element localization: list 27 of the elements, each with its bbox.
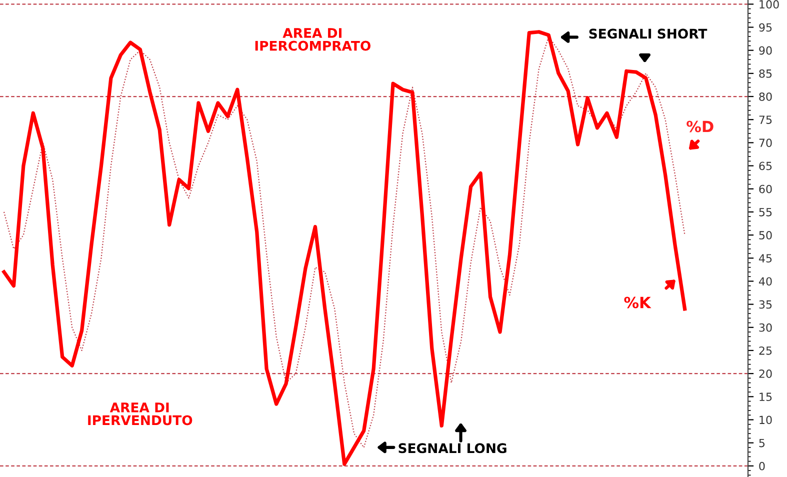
annotation: AREA DI IPERCOMPRATO [255,28,371,51]
y-tick-label: 70 [759,138,772,148]
y-tick-label: 95 [759,23,772,32]
y-tick-label: 60 [759,184,772,194]
y-tick-label: 5 [759,438,765,448]
y-tick-label: 20 [759,370,772,378]
y-tick-label: 85 [759,69,772,78]
y-tick-label: 25 [759,346,772,355]
y-tick-label: 45 [758,254,772,263]
y-tick-label: 50 [759,231,772,240]
y-tick-label: 15 [760,392,772,402]
y-tick-label: 55 [759,208,772,216]
annotation: SEGNALI LONG [398,443,506,454]
y-tick-label: 100 [760,0,779,9]
y-tick-label: 10 [760,416,772,424]
series-label: %D [686,120,714,132]
text: %K [624,296,652,308]
y-tick-label: 80 [759,92,772,101]
y-tick-label: 0 [759,462,765,470]
y-tick-label: 75 [759,116,772,124]
y-tick-label: 30 [759,323,772,332]
y-tick-label: 65 [759,162,772,170]
annotation: AREA DI IPERVENDUTO [88,402,192,426]
y-tick-label: 90 [759,46,772,55]
annotation: SEGNALI SHORT [589,28,708,39]
y-tick-label: 35 [759,300,772,309]
y-tick-label: 40 [758,277,772,286]
